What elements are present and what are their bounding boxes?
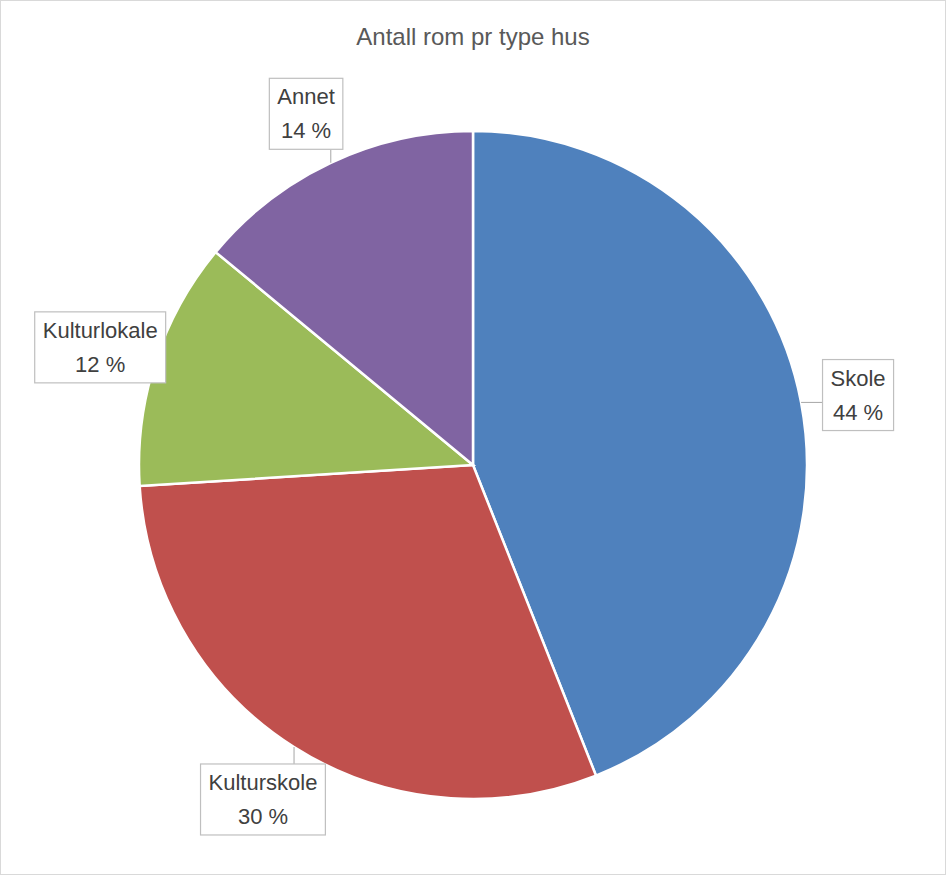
data-label: Skole 44 % (801, 360, 893, 431)
chart: Antall rom pr type hus Skole 44 % Kultursko… (0, 0, 946, 875)
chart-title: Antall rom pr type hus (356, 23, 589, 50)
label-value: 30 % (238, 804, 288, 829)
label-value: 14 % (281, 118, 331, 143)
label-category: Kulturlokale (43, 318, 158, 343)
label-box (35, 312, 166, 383)
label-box (201, 764, 326, 835)
data-labels: Skole 44 % Kulturskole 30 % Kulturlokale 12 %… (35, 78, 894, 835)
label-value: 44 % (833, 400, 883, 425)
leader-line (294, 747, 295, 764)
label-category: Skole (831, 366, 886, 391)
leader-line (801, 402, 822, 403)
label-category: Kulturskole (209, 770, 318, 795)
leader-line (330, 149, 331, 162)
data-label: Kulturlokale 12 % (35, 312, 166, 383)
label-box (823, 360, 894, 431)
data-label: Kulturskole 30 % (201, 747, 326, 835)
pie-slice (140, 465, 596, 799)
chart-frame (1, 1, 946, 875)
label-category: Annet (277, 84, 335, 109)
pie-slice (216, 131, 473, 465)
pie (139, 131, 807, 799)
label-value: 12 % (75, 352, 125, 377)
data-label: Annet 14 % (269, 78, 343, 162)
label-box (269, 78, 343, 149)
